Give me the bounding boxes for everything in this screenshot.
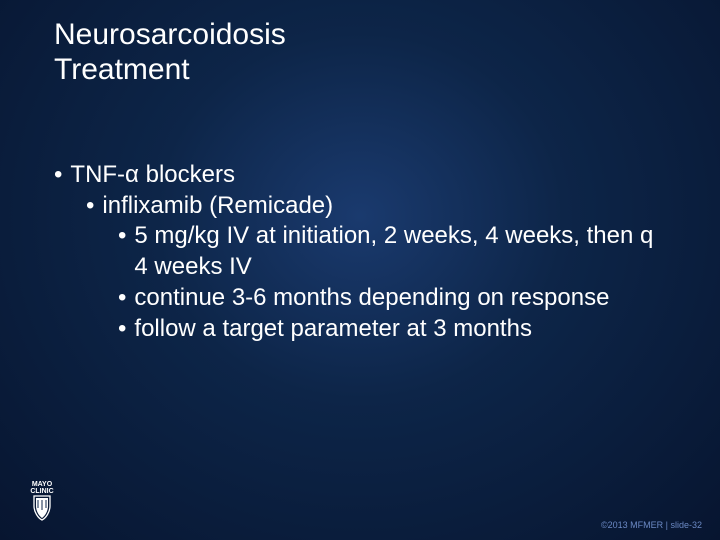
copyright-footer: ©2013 MFMER | slide-32 bbox=[601, 520, 702, 530]
title-line-1: Neurosarcoidosis bbox=[54, 18, 286, 53]
bullet-text: 5 mg/kg IV at initiation, 2 weeks, 4 wee… bbox=[134, 221, 666, 282]
bullet-mark: • bbox=[118, 221, 126, 282]
bullet-text: TNF-α blockers bbox=[70, 160, 666, 191]
bullet-text: continue 3-6 months depending on respons… bbox=[134, 283, 666, 314]
bullet-level3: • follow a target parameter at 3 months bbox=[118, 314, 666, 345]
bullet-mark: • bbox=[118, 314, 126, 345]
bullet-mark: • bbox=[54, 160, 62, 191]
slide-body: • TNF-α blockers • inflixamib (Remicade)… bbox=[54, 160, 666, 344]
bullet-level2: • inflixamib (Remicade) bbox=[86, 191, 666, 222]
bullet-text: inflixamib (Remicade) bbox=[102, 191, 666, 222]
bullet-level1: • TNF-α blockers bbox=[54, 160, 666, 191]
svg-text:MAYO: MAYO bbox=[32, 481, 53, 488]
bullet-level3: • continue 3-6 months depending on respo… bbox=[118, 283, 666, 314]
bullet-level3: • 5 mg/kg IV at initiation, 2 weeks, 4 w… bbox=[118, 221, 666, 282]
svg-text:CLINIC: CLINIC bbox=[30, 488, 53, 495]
bullet-mark: • bbox=[118, 283, 126, 314]
mayo-clinic-logo: MAYO CLINIC bbox=[22, 478, 62, 522]
bullet-mark: • bbox=[86, 191, 94, 222]
slide-title: Neurosarcoidosis Treatment bbox=[54, 18, 286, 87]
bullet-text: follow a target parameter at 3 months bbox=[134, 314, 666, 345]
title-line-2: Treatment bbox=[54, 53, 286, 88]
